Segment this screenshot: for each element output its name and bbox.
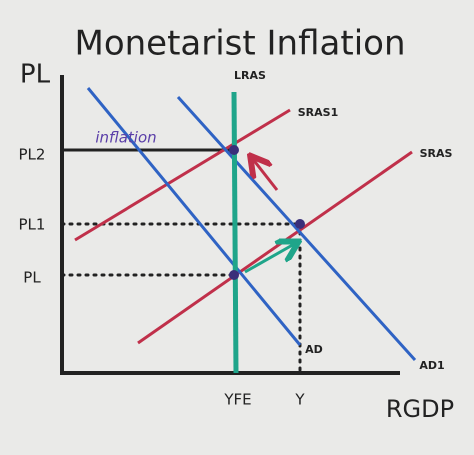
arrow [252,158,279,191]
ad-curve [86,87,302,346]
equilibrium-point [229,270,239,280]
title: Monetarist Inflation [74,24,405,64]
curve-label: AD1 [419,359,444,372]
curve-label: LRAS [234,69,266,82]
price-level-label: PL1 [19,216,46,234]
annotation: inflation [95,129,156,147]
arrow [244,243,296,274]
lras-curve [231,91,239,374]
y-axis-label: PL [20,60,51,90]
curve-label: SRAS [420,147,453,160]
x-axis-label: RGDP [386,395,454,423]
equilibrium-point [295,219,305,229]
output-label: Y [294,391,305,409]
output-label: YFE [223,391,251,409]
curve-label: AD [305,343,323,356]
curve-label: SRAS1 [298,106,338,119]
sras1-curve [74,108,291,242]
equilibrium-point [229,145,239,155]
ad1-curve [176,95,417,362]
price-level-label: PL2 [19,146,46,164]
price-level-label: PL [23,269,41,287]
